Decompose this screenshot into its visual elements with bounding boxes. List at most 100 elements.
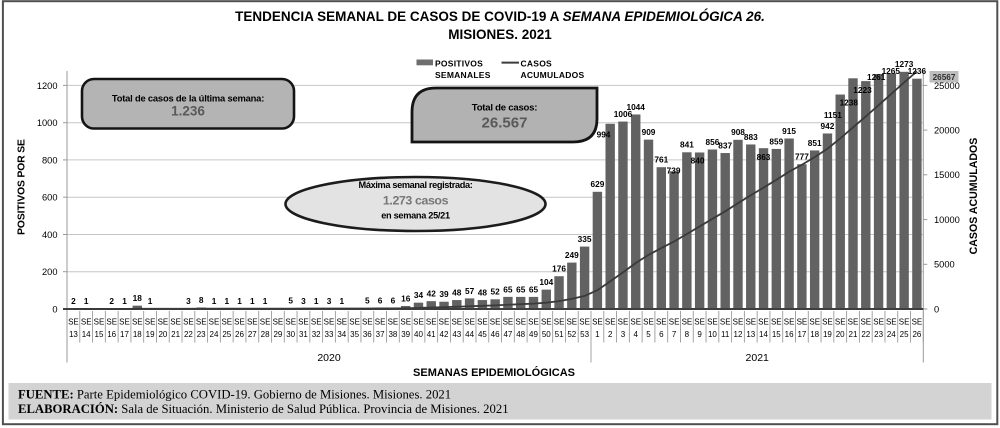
svg-text:32: 32 bbox=[312, 330, 321, 339]
svg-text:1200: 1200 bbox=[37, 81, 58, 91]
svg-text:39: 39 bbox=[401, 330, 410, 339]
svg-text:840: 840 bbox=[691, 155, 705, 165]
svg-text:18: 18 bbox=[810, 330, 819, 339]
svg-text:SE: SE bbox=[285, 318, 296, 327]
svg-text:48: 48 bbox=[478, 288, 488, 298]
svg-text:1.236: 1.236 bbox=[171, 104, 205, 119]
svg-text:2020: 2020 bbox=[317, 352, 341, 364]
svg-text:1006: 1006 bbox=[614, 109, 633, 119]
svg-text:SE: SE bbox=[349, 318, 360, 327]
svg-text:629: 629 bbox=[590, 179, 604, 189]
svg-text:11: 11 bbox=[721, 330, 730, 339]
svg-text:5: 5 bbox=[288, 296, 293, 306]
svg-text:42: 42 bbox=[427, 289, 437, 299]
svg-text:26567: 26567 bbox=[933, 73, 956, 82]
svg-text:13: 13 bbox=[746, 330, 755, 339]
svg-text:15: 15 bbox=[772, 330, 781, 339]
svg-text:9: 9 bbox=[697, 330, 702, 339]
svg-text:1000: 1000 bbox=[37, 118, 58, 128]
svg-text:SE: SE bbox=[209, 318, 220, 327]
svg-text:SE: SE bbox=[669, 318, 680, 327]
svg-text:1223: 1223 bbox=[853, 85, 872, 95]
svg-text:SE: SE bbox=[745, 318, 756, 327]
svg-text:65: 65 bbox=[516, 284, 526, 294]
svg-text:1261: 1261 bbox=[867, 72, 886, 82]
svg-text:908: 908 bbox=[731, 127, 745, 137]
svg-text:53: 53 bbox=[580, 330, 589, 339]
svg-text:CASOS: CASOS bbox=[521, 59, 553, 69]
svg-text:21: 21 bbox=[849, 330, 858, 339]
svg-text:ELABORACIÓN: Sala de Situación: ELABORACIÓN: Sala de Situación. Minister… bbox=[18, 402, 509, 416]
svg-text:34: 34 bbox=[337, 330, 346, 339]
svg-text:1: 1 bbox=[224, 296, 229, 306]
svg-text:48: 48 bbox=[516, 330, 525, 339]
svg-text:761: 761 bbox=[654, 155, 668, 165]
svg-text:3: 3 bbox=[301, 296, 306, 306]
svg-text:SE: SE bbox=[797, 318, 808, 327]
svg-text:3: 3 bbox=[186, 296, 191, 306]
svg-text:837: 837 bbox=[718, 140, 732, 150]
svg-text:35: 35 bbox=[350, 330, 359, 339]
svg-text:SE: SE bbox=[464, 318, 475, 327]
svg-text:34: 34 bbox=[414, 290, 424, 300]
svg-text:6: 6 bbox=[391, 295, 396, 305]
svg-text:994: 994 bbox=[597, 129, 611, 139]
svg-text:SE: SE bbox=[336, 318, 347, 327]
svg-text:SE: SE bbox=[720, 318, 731, 327]
svg-text:863: 863 bbox=[757, 152, 771, 162]
svg-text:SE: SE bbox=[566, 318, 577, 327]
svg-text:22: 22 bbox=[861, 330, 870, 339]
svg-text:SE: SE bbox=[771, 318, 782, 327]
svg-text:49: 49 bbox=[529, 330, 538, 339]
svg-text:18: 18 bbox=[133, 293, 143, 303]
svg-text:851: 851 bbox=[808, 138, 822, 148]
svg-text:ACUMULADOS: ACUMULADOS bbox=[521, 70, 585, 80]
svg-text:SE: SE bbox=[835, 318, 846, 327]
svg-text:1044: 1044 bbox=[626, 102, 645, 112]
svg-text:400: 400 bbox=[42, 230, 58, 240]
svg-text:39: 39 bbox=[439, 289, 449, 299]
svg-text:859: 859 bbox=[769, 136, 783, 146]
svg-text:SE: SE bbox=[733, 318, 744, 327]
svg-text:1: 1 bbox=[250, 296, 255, 306]
svg-text:SE: SE bbox=[183, 318, 194, 327]
svg-text:SE: SE bbox=[528, 318, 539, 327]
svg-text:16: 16 bbox=[107, 330, 116, 339]
svg-text:SE: SE bbox=[234, 318, 245, 327]
svg-text:22: 22 bbox=[184, 330, 193, 339]
svg-text:SE: SE bbox=[400, 318, 411, 327]
svg-text:SEMANALES: SEMANALES bbox=[435, 70, 491, 80]
svg-text:SE: SE bbox=[170, 318, 181, 327]
svg-text:SE: SE bbox=[451, 318, 462, 327]
svg-text:2021: 2021 bbox=[746, 352, 770, 364]
svg-text:3: 3 bbox=[327, 296, 332, 306]
svg-text:25000: 25000 bbox=[934, 81, 960, 91]
svg-text:48: 48 bbox=[452, 288, 462, 298]
svg-text:20: 20 bbox=[158, 330, 167, 339]
svg-text:SE: SE bbox=[822, 318, 833, 327]
svg-text:18: 18 bbox=[133, 330, 142, 339]
svg-text:SE: SE bbox=[81, 318, 92, 327]
svg-text:SE: SE bbox=[247, 318, 258, 327]
svg-text:46: 46 bbox=[491, 330, 500, 339]
svg-text:15000: 15000 bbox=[934, 170, 960, 180]
svg-text:23: 23 bbox=[197, 330, 206, 339]
svg-text:SE: SE bbox=[656, 318, 667, 327]
svg-text:CASOS ACUMULADOS: CASOS ACUMULADOS bbox=[968, 138, 980, 255]
svg-text:739: 739 bbox=[667, 166, 681, 176]
svg-text:POSITIVOS POR SE: POSITIVOS POR SE bbox=[17, 139, 28, 235]
svg-text:10: 10 bbox=[708, 330, 717, 339]
svg-text:30: 30 bbox=[286, 330, 295, 339]
svg-text:1: 1 bbox=[595, 330, 600, 339]
svg-text:47: 47 bbox=[503, 330, 512, 339]
svg-text:SE: SE bbox=[273, 318, 284, 327]
svg-text:SE: SE bbox=[515, 318, 526, 327]
svg-text:65: 65 bbox=[503, 284, 513, 294]
svg-text:SE: SE bbox=[439, 318, 450, 327]
svg-text:MISIONES. 2021: MISIONES. 2021 bbox=[448, 27, 552, 42]
svg-text:SE: SE bbox=[886, 318, 897, 327]
svg-text:21: 21 bbox=[171, 330, 180, 339]
svg-text:65: 65 bbox=[529, 284, 539, 294]
svg-text:19: 19 bbox=[823, 330, 832, 339]
svg-text:1238: 1238 bbox=[840, 97, 859, 107]
